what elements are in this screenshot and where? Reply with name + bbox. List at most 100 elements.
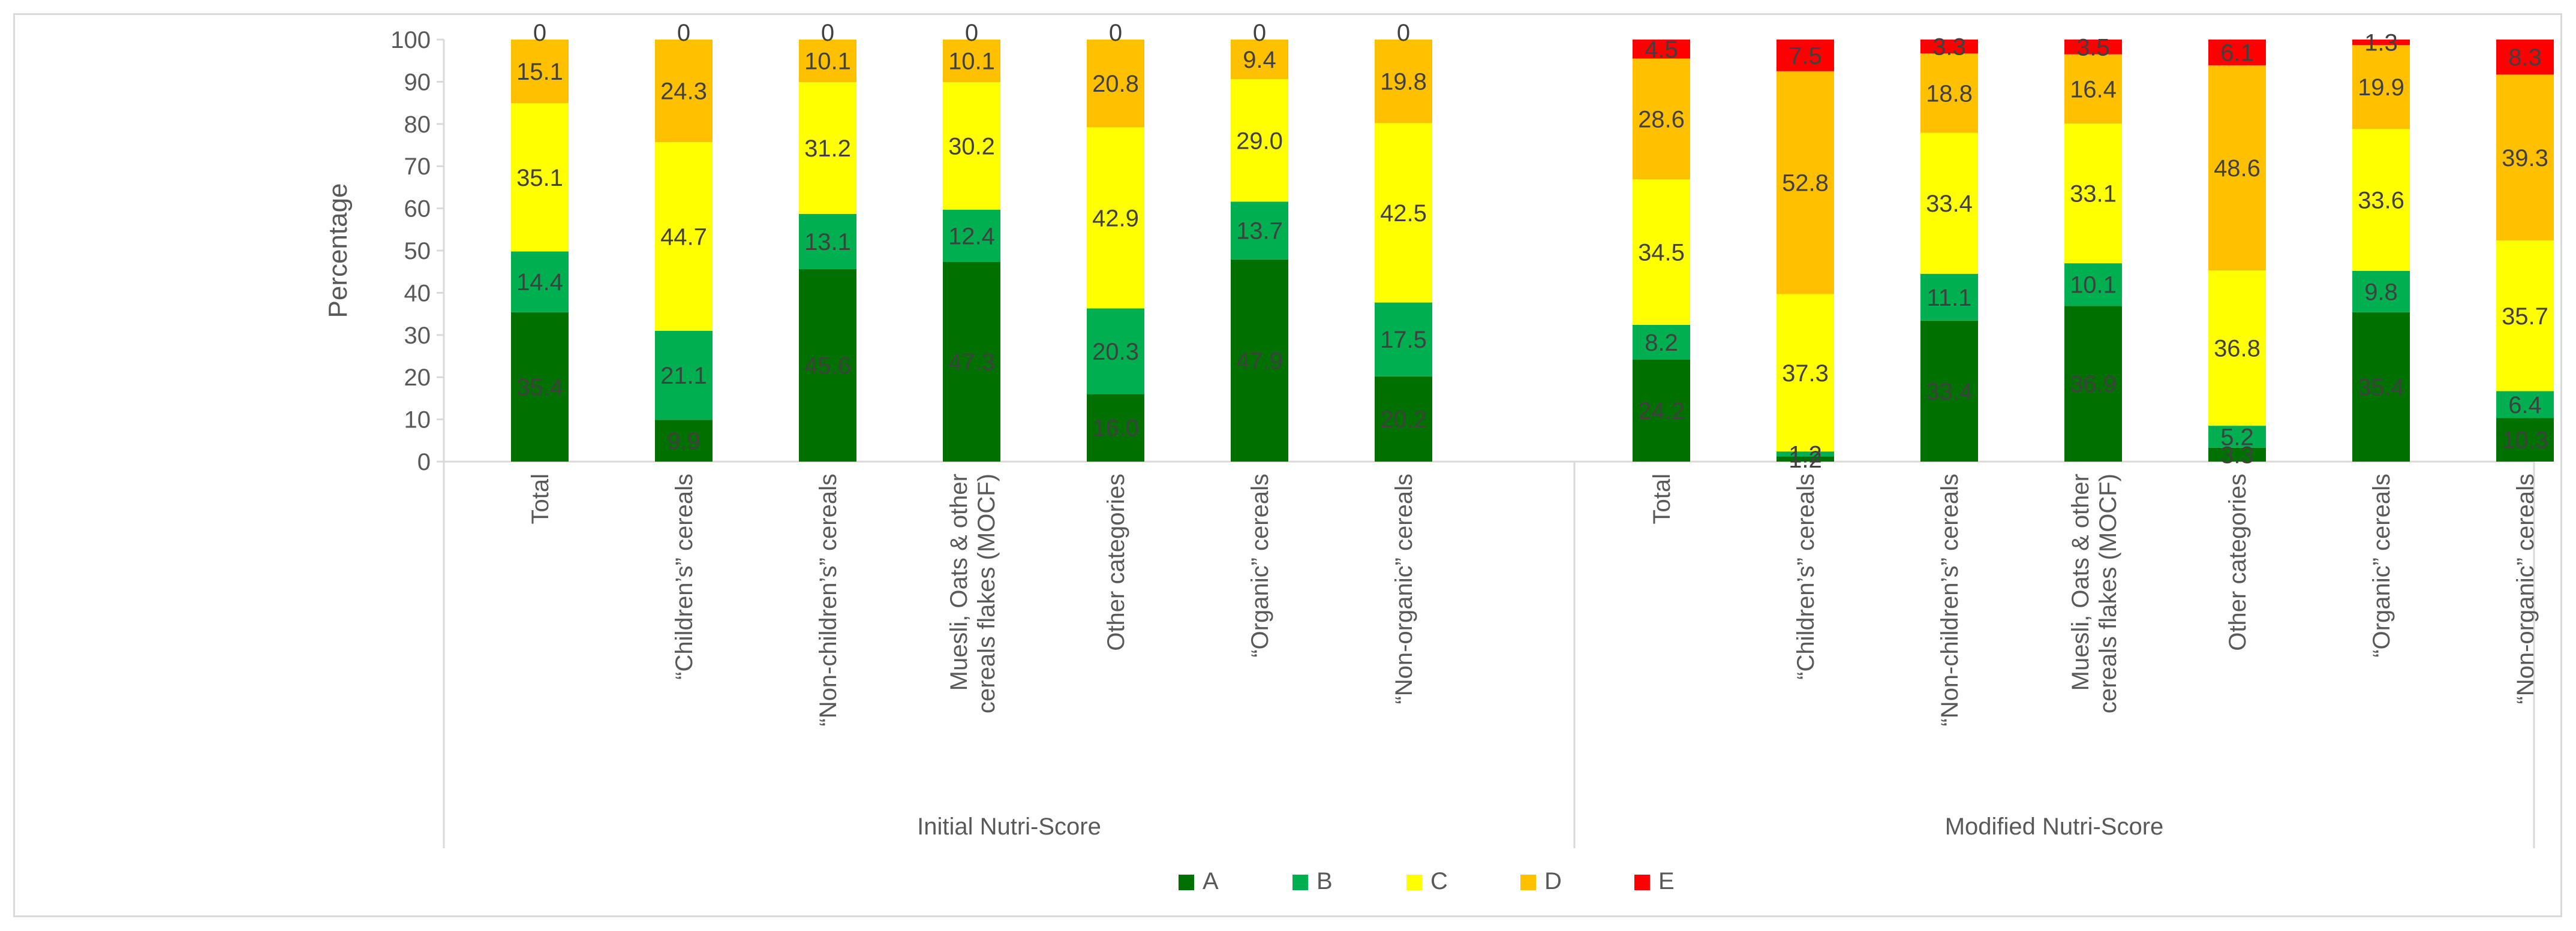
data-label: 1.2 (1789, 441, 1822, 468)
bar-segment-d (2496, 74, 2554, 241)
data-label: 0 (1397, 20, 1410, 46)
data-labels: 35.4 14.4 35.1 15.1 0 9.9 21.1 44.7 24.3 0 45.6 13.… (516, 20, 2548, 473)
data-label: 20.3 (1092, 339, 1139, 365)
legend-label-d: D (1544, 868, 1562, 894)
bar-segment-c (511, 103, 569, 252)
data-label: 9.9 (667, 428, 701, 454)
data-label: 0 (533, 20, 546, 46)
bar-segment-e (1633, 40, 1690, 59)
data-label: 34.5 (1638, 239, 1685, 266)
bar-segment-d (1087, 40, 1144, 128)
data-label: 10.3 (2502, 427, 2548, 454)
data-label: 42.5 (1380, 200, 1427, 227)
bar-segment-a (943, 262, 1000, 462)
data-label: 44.7 (660, 224, 707, 250)
bar-segment-b (655, 330, 713, 420)
y-tick-label: 10 (404, 407, 431, 433)
y-tick-label: 90 (404, 69, 431, 95)
bar-segment-c (799, 82, 856, 214)
category-label: Total (527, 474, 554, 525)
bar-segment-d (511, 40, 569, 104)
bar-segment-d (1231, 40, 1288, 80)
data-label: 3.5 (2076, 34, 2110, 61)
bar-segment-b (511, 251, 569, 312)
data-label: 21.1 (660, 363, 707, 389)
data-label: 35.1 (516, 165, 563, 191)
bar-segment-b (2496, 391, 2554, 418)
bars (511, 40, 2554, 462)
category-label: “Organic” cereals (2368, 474, 2395, 658)
bar-segment-c (2064, 123, 2122, 264)
data-label: 6.1 (2220, 40, 2254, 66)
legend-swatch-d (1520, 875, 1536, 890)
category-label: “Non-children’s” cereals (815, 474, 841, 727)
bar-segment-b (2352, 270, 2410, 312)
y-axis-title: Percentage (323, 183, 353, 318)
data-label: 16.4 (2070, 76, 2117, 103)
bar-segment-b (2208, 426, 2266, 448)
bar-segment-b (943, 209, 1000, 263)
bar-segment-a (2208, 447, 2266, 462)
bar-segment-a (1920, 320, 1978, 462)
legend-swatch-b (1292, 875, 1308, 890)
bar-segment-c (2352, 129, 2410, 271)
y-tick-label: 30 (404, 323, 431, 349)
data-label: 9.8 (2364, 279, 2398, 305)
data-label: 35.4 (516, 374, 563, 400)
bar-segment-c (2208, 270, 2266, 426)
data-label: 48.6 (2214, 155, 2261, 182)
data-label: 36.9 (2070, 371, 2117, 397)
bar-segment-d (655, 40, 713, 143)
data-label: 16.0 (1092, 415, 1139, 442)
axes: 0 10 20 30 40 50 60 70 80 90 100 Percentage Total “Ch… (323, 27, 2539, 848)
group-label: Modified Nutri-Score (1945, 814, 2164, 840)
category-label: Total (1649, 474, 1675, 525)
data-label: 6.4 (2508, 392, 2542, 418)
legend-label-e: E (1658, 868, 1675, 894)
bar-segment-a (2352, 312, 2410, 462)
category-label: “Non-organic” cereals (2512, 474, 2539, 704)
data-label: 42.9 (1092, 205, 1139, 231)
bar-segment-a (655, 420, 713, 462)
bar-segment-d (1375, 40, 1432, 123)
data-label: 30.2 (948, 133, 995, 159)
data-label: 10.1 (948, 49, 995, 75)
data-label: 47.3 (948, 349, 995, 376)
data-label: 24.3 (660, 79, 707, 105)
data-label: 15.1 (516, 59, 563, 85)
bar-segment-e (1920, 40, 1978, 54)
bar-segment-a (2064, 306, 2122, 462)
data-label: 5.2 (2220, 424, 2254, 450)
data-label: 14.4 (516, 269, 563, 296)
data-label: 37.3 (1782, 360, 1829, 387)
bar-segment-c (1633, 179, 1690, 325)
bar-segment-b (1633, 324, 1690, 360)
data-label: 29.0 (1236, 128, 1283, 154)
bar-segment-c (1087, 127, 1144, 309)
bar-segment-c (943, 82, 1000, 210)
data-label: 20.8 (1092, 71, 1139, 97)
data-label: 20.2 (1380, 406, 1427, 433)
bar-segment-e (2496, 40, 2554, 75)
data-label: 11.1 (1927, 285, 1972, 311)
category-label: “Children’s” cereals (671, 474, 698, 680)
y-tick-label: 50 (404, 238, 431, 264)
data-label: 7.5 (1789, 43, 1822, 69)
bar-segment-a (1375, 376, 1432, 462)
data-label: 47.9 (1236, 348, 1283, 374)
data-label: 1.2 (1789, 447, 1822, 473)
data-label: 10.1 (804, 49, 851, 75)
bar-segment-c (2496, 240, 2554, 391)
data-label: 0 (1109, 20, 1122, 46)
bar-segment-c (1777, 294, 1834, 452)
y-tick-label: 80 (404, 112, 431, 138)
bar-segment-b (1087, 308, 1144, 394)
y-tick-label: 40 (404, 280, 431, 306)
bar-segment-a (1231, 259, 1288, 462)
bar-segment-b (1920, 273, 1978, 321)
group-label: Initial Nutri-Score (917, 814, 1101, 840)
data-label: 45.6 (804, 352, 851, 379)
legend-swatch-a (1179, 875, 1194, 890)
data-label: 0 (965, 20, 978, 46)
